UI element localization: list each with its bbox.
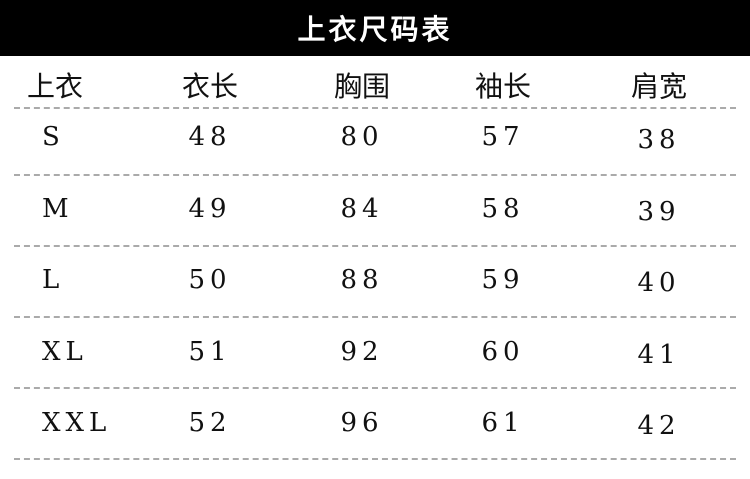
- size-label: L: [42, 265, 65, 295]
- measurement-cell: 50: [188, 265, 232, 295]
- measurement-cell: 38: [637, 125, 681, 155]
- size-label: XXL: [42, 408, 112, 438]
- measurement-cell: 96: [340, 408, 384, 438]
- measurement-cell: 61: [481, 408, 525, 438]
- measurement-cell: 42: [637, 411, 681, 441]
- column-header: 上衣: [26, 70, 84, 103]
- title-bar: 上衣尺码表: [0, 0, 750, 56]
- measurement-cell: 84: [340, 193, 384, 224]
- column-header: 衣长: [181, 70, 239, 103]
- page-title: 上衣尺码表: [297, 13, 453, 46]
- size-label: M: [42, 193, 74, 224]
- column-header: 肩宽: [630, 70, 688, 103]
- size-label: S: [42, 122, 65, 152]
- measurement-cell: 58: [481, 193, 525, 224]
- measurement-cell: 52: [188, 408, 232, 438]
- column-header: 胸围: [333, 70, 391, 103]
- measurement-cell: 41: [637, 339, 681, 370]
- measurement-cell: 59: [481, 265, 525, 295]
- measurement-cell: 92: [340, 336, 384, 367]
- measurement-cell: 88: [340, 265, 384, 295]
- row-divider: [14, 458, 736, 460]
- row-divider: [14, 107, 736, 109]
- measurement-cell: 57: [481, 122, 525, 152]
- row-divider: [14, 387, 736, 389]
- measurement-cell: 51: [188, 336, 232, 367]
- measurement-cell: 40: [637, 268, 681, 298]
- measurement-cell: 80: [340, 122, 384, 152]
- row-divider: [14, 174, 736, 176]
- row-divider: [14, 316, 736, 318]
- measurement-cell: 39: [637, 196, 681, 227]
- measurement-cell: 60: [481, 336, 525, 367]
- measurement-cell: 49: [188, 193, 232, 224]
- size-label: XL: [42, 336, 88, 367]
- row-divider: [14, 245, 736, 247]
- column-header: 袖长: [474, 70, 532, 103]
- measurement-cell: 48: [188, 122, 232, 152]
